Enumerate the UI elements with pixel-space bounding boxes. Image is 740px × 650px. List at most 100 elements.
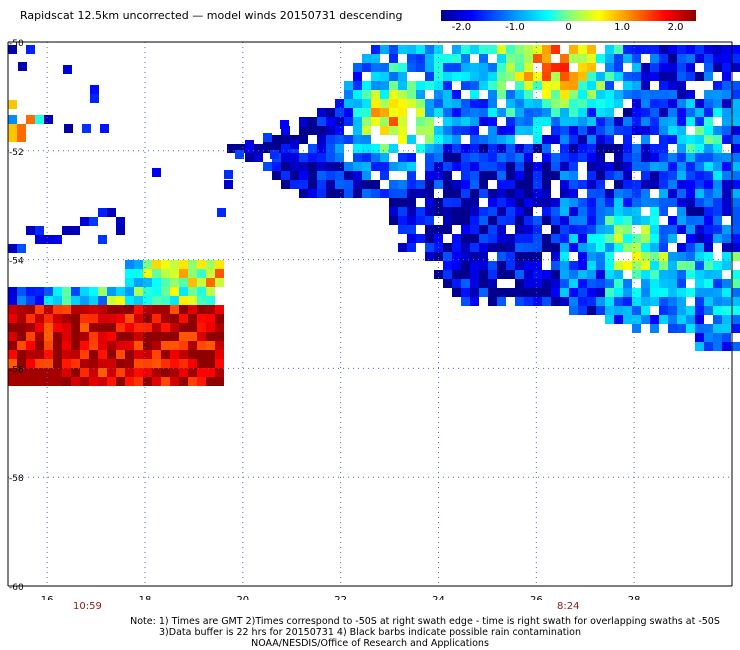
wind-cell (335, 99, 344, 108)
wind-cell (206, 377, 215, 386)
wind-cell (551, 108, 560, 117)
wind-cell (425, 126, 434, 135)
wind-cell (623, 81, 632, 90)
wind-cell (578, 288, 587, 297)
wind-cell (587, 54, 596, 63)
wind-cell (704, 144, 713, 153)
wind-cell (44, 359, 53, 368)
wind-cell (497, 135, 506, 144)
wind-cell (452, 234, 461, 243)
wind-cell (179, 269, 188, 278)
wind-cell (704, 54, 713, 63)
wind-cell (398, 45, 407, 54)
wind-cell (614, 270, 623, 279)
wind-cell (722, 315, 731, 324)
wind-cell (461, 189, 470, 198)
wind-cell (677, 288, 686, 297)
wind-cell (614, 198, 623, 207)
wind-cell (8, 350, 17, 359)
wind-cell (461, 162, 470, 171)
wind-cell (623, 234, 632, 243)
wind-cell (614, 72, 623, 81)
wind-cell (425, 252, 434, 261)
wind-cell (695, 306, 704, 315)
wind-cell (515, 279, 524, 288)
wind-cell (560, 126, 569, 135)
wind-cell (560, 252, 569, 261)
wind-cell (17, 341, 26, 350)
wind-cell (533, 117, 542, 126)
wind-cell (533, 108, 542, 117)
wind-cell (632, 90, 641, 99)
wind-cell (17, 133, 26, 142)
wind-cell (290, 180, 299, 189)
wind-cell (206, 269, 215, 278)
wind-cell (188, 314, 197, 323)
wind-cell (98, 359, 107, 368)
wind-cell (659, 198, 668, 207)
wind-cell (722, 180, 731, 189)
wind-cell (578, 261, 587, 270)
wind-cell (17, 323, 26, 332)
wind-cell (497, 153, 506, 162)
wind-cell (62, 323, 71, 332)
wind-cell (650, 126, 659, 135)
wind-cell (215, 377, 224, 386)
wind-cell (44, 323, 53, 332)
wind-cell (281, 135, 290, 144)
wind-cell (596, 216, 605, 225)
wind-cell (206, 278, 215, 287)
wind-cell (605, 207, 614, 216)
wind-cell (479, 189, 488, 198)
wind-cell (713, 126, 722, 135)
wind-cell (497, 162, 506, 171)
wind-cell (488, 297, 497, 306)
wind-cell (335, 171, 344, 180)
wind-cell (695, 45, 704, 54)
wind-cell (224, 180, 233, 189)
wind-cell (704, 153, 713, 162)
wind-cell (506, 135, 515, 144)
wind-cell (641, 153, 650, 162)
wind-cell (722, 288, 731, 297)
wind-cell (506, 90, 515, 99)
wind-cell (170, 260, 179, 269)
wind-cell (53, 341, 62, 350)
wind-cell (587, 171, 596, 180)
wind-cell (659, 189, 668, 198)
wind-cell (659, 144, 668, 153)
wind-cell (641, 90, 650, 99)
wind-cell (488, 198, 497, 207)
wind-cell (8, 368, 17, 377)
wind-cell (452, 153, 461, 162)
wind-cell (488, 90, 497, 99)
wind-cell (461, 279, 470, 288)
wind-cell (335, 144, 344, 153)
wind-cell (731, 270, 740, 279)
wind-cell (125, 287, 134, 296)
wind-cell (143, 377, 152, 386)
wind-cell (26, 305, 35, 314)
wind-cell (524, 279, 533, 288)
wind-cell (722, 162, 731, 171)
wind-cell (425, 117, 434, 126)
wind-cell (197, 359, 206, 368)
wind-cell (53, 296, 62, 305)
wind-cell (452, 288, 461, 297)
wind-cell (8, 341, 17, 350)
wind-cell (605, 63, 614, 72)
wind-cell (578, 135, 587, 144)
wind-cell (17, 296, 26, 305)
wind-cell (443, 126, 452, 135)
wind-cell (569, 108, 578, 117)
wind-cell (704, 297, 713, 306)
wind-cell (380, 90, 389, 99)
wind-cell (179, 368, 188, 377)
wind-cell (560, 108, 569, 117)
wind-cell (551, 45, 560, 54)
wind-cell (695, 117, 704, 126)
wind-cell (215, 332, 224, 341)
wind-cell (488, 144, 497, 153)
wind-cell (407, 45, 416, 54)
wind-cell (125, 278, 134, 287)
